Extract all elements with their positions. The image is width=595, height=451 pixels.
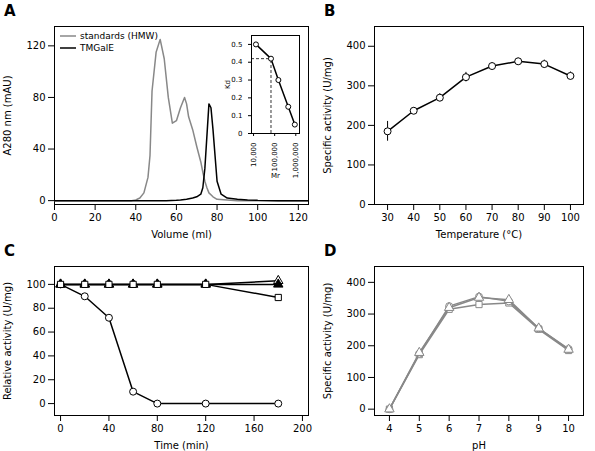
svg-text:8: 8 <box>506 423 512 434</box>
svg-text:100: 100 <box>248 212 267 223</box>
svg-text:0: 0 <box>238 130 242 138</box>
svg-text:5: 5 <box>416 423 422 434</box>
svg-text:9: 9 <box>536 423 542 434</box>
svg-text:80: 80 <box>33 302 46 313</box>
svg-text:40: 40 <box>103 423 116 434</box>
svg-text:60: 60 <box>33 326 46 337</box>
svg-text:Specific activity (U/mg): Specific activity (U/mg) <box>322 283 333 400</box>
svg-text:20: 20 <box>33 374 46 385</box>
svg-text:120: 120 <box>289 212 308 223</box>
svg-text:200: 200 <box>346 120 365 131</box>
html-text:B: B <box>324 2 336 20</box>
svg-text:0.3: 0.3 <box>231 76 242 84</box>
svg-text:0: 0 <box>51 212 57 223</box>
svg-text:100,000: 100,000 <box>271 143 279 172</box>
svg-text:100: 100 <box>346 159 365 170</box>
svg-text:6: 6 <box>446 423 452 434</box>
svg-text:70: 70 <box>486 212 499 223</box>
html-text:TMGalE: TMGalE <box>80 43 114 53</box>
svg-text:10: 10 <box>562 423 575 434</box>
svg-text:40: 40 <box>33 350 46 361</box>
svg-text:0: 0 <box>39 195 45 206</box>
svg-text:30: 30 <box>381 212 394 223</box>
svg-text:pH: pH <box>472 440 486 451</box>
svg-text:0.2: 0.2 <box>231 94 242 102</box>
svg-text:Time (min): Time (min) <box>153 440 208 451</box>
svg-text:400: 400 <box>346 277 365 288</box>
svg-text:80: 80 <box>151 423 164 434</box>
svg-text:0.1: 0.1 <box>231 112 242 120</box>
svg-text:200: 200 <box>346 340 365 351</box>
svg-text:A280 nm (mAU): A280 nm (mAU) <box>2 75 13 155</box>
html-text:A: A <box>4 2 16 20</box>
svg-text:40: 40 <box>407 212 420 223</box>
svg-text:7: 7 <box>476 423 482 434</box>
svg-text:100: 100 <box>561 212 580 223</box>
svg-text:4: 4 <box>386 423 392 434</box>
svg-text:60: 60 <box>170 212 183 223</box>
svg-text:0.5: 0.5 <box>231 41 242 49</box>
svg-text:120: 120 <box>196 423 215 434</box>
svg-text:40: 40 <box>129 212 142 223</box>
svg-text:160: 160 <box>245 423 264 434</box>
svg-text:300: 300 <box>346 308 365 319</box>
svg-text:Volume (ml): Volume (ml) <box>151 229 212 240</box>
svg-text:40: 40 <box>33 143 46 154</box>
svg-text:60: 60 <box>460 212 473 223</box>
html-text:C: C <box>4 242 15 260</box>
svg-text:10,000: 10,000 <box>250 143 258 168</box>
svg-text:Specific activity (U/mg): Specific activity (U/mg) <box>322 57 333 174</box>
svg-text:0: 0 <box>359 403 365 414</box>
svg-text:0: 0 <box>359 199 365 210</box>
svg-text:Mr: Mr <box>271 172 280 180</box>
svg-text:80: 80 <box>211 212 224 223</box>
svg-text:90: 90 <box>538 212 551 223</box>
svg-text:1,000,000: 1,000,000 <box>292 143 300 179</box>
svg-text:80: 80 <box>33 92 46 103</box>
svg-text:Temperature (°C): Temperature (°C) <box>435 229 522 240</box>
svg-text:50: 50 <box>433 212 446 223</box>
svg-text:80: 80 <box>512 212 525 223</box>
html-text:D: D <box>324 242 337 260</box>
svg-text:0.4: 0.4 <box>231 58 243 66</box>
svg-text:300: 300 <box>346 80 365 91</box>
svg-text:100: 100 <box>346 372 365 383</box>
svg-text:400: 400 <box>346 40 365 51</box>
svg-text:100: 100 <box>26 279 45 290</box>
svg-text:20: 20 <box>89 212 102 223</box>
svg-text:Relative activity (U/mg): Relative activity (U/mg) <box>2 282 13 400</box>
svg-text:120: 120 <box>26 40 45 51</box>
svg-text:0: 0 <box>57 423 63 434</box>
svg-text:Kd: Kd <box>224 80 232 89</box>
svg-text:0: 0 <box>39 398 45 409</box>
svg-text:200: 200 <box>293 423 312 434</box>
html-text:standards (HMW): standards (HMW) <box>80 31 158 41</box>
